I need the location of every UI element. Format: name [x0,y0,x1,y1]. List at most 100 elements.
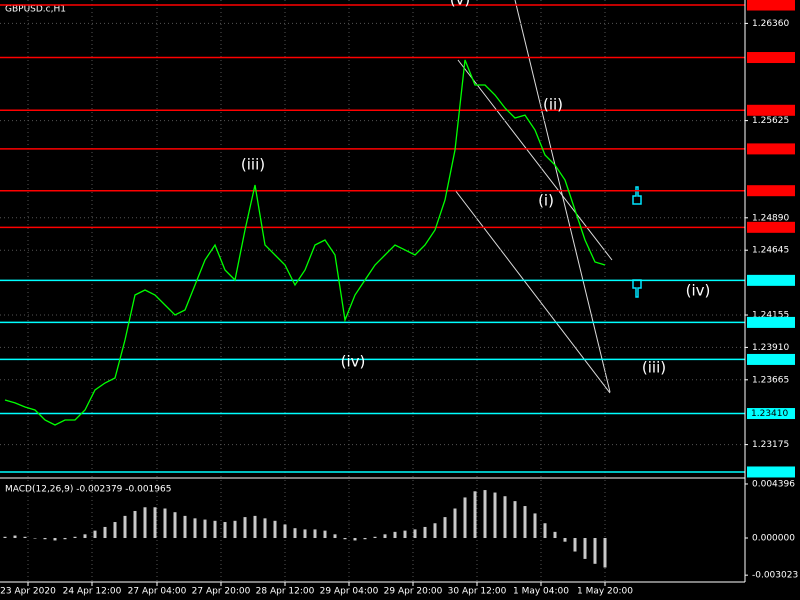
histogram-bar [93,530,97,539]
histogram-bar [213,520,217,539]
level-label-box [747,185,795,197]
histogram-bar [53,538,57,541]
y-tick-label: 1.23910 [752,343,789,353]
histogram-bar [163,508,167,539]
x-tick-label: 27 Apr 20:00 [192,587,251,597]
histogram-bar [83,534,87,539]
histogram-bar [353,538,357,541]
histogram-bar [43,538,47,540]
histogram-bar [533,513,537,539]
level-label-box [747,221,795,233]
x-tick-label: 29 Apr 20:00 [384,587,443,597]
histogram-bar [63,538,67,540]
y-tick-label: 1.26360 [752,19,789,29]
histogram-bar [483,490,487,539]
histogram-bar [123,515,127,539]
level-label-box [747,52,795,64]
wave-label: (iii) [642,359,666,377]
level-label-box [747,104,795,116]
histogram-bar [463,497,467,539]
y-tick-label: 1.24645 [752,246,789,256]
histogram-bar [223,522,227,539]
y-tick-label: -0.003023 [752,571,798,581]
histogram-bar [303,529,307,539]
x-tick-label: 30 Apr 12:00 [448,587,507,597]
x-tick-label: 1 May 20:00 [577,587,633,597]
histogram-bar [113,522,117,539]
histogram-bar [543,523,547,539]
histogram-bar [283,524,287,539]
histogram-bar [493,492,497,539]
wave-label: (iv) [341,353,366,371]
histogram-bar [23,536,27,539]
histogram-bar [233,520,237,539]
histogram-bar [313,529,317,539]
y-tick-label: 0.004396 [752,479,795,489]
histogram-bar [563,538,567,542]
histogram-bar [593,538,597,564]
symbol-label: GBPUSD.c,H1 [5,5,66,15]
histogram-bar [133,510,137,539]
histogram-bar [423,526,427,539]
histogram-bar [453,508,457,539]
macd-label: MACD(12,26,9) -0.002379 -0.001965 [5,485,171,495]
arrow-down [632,279,642,298]
histogram-bar [193,518,197,539]
histogram-bar [263,518,267,539]
y-tick-label: 1.24890 [752,213,789,223]
histogram-bar [403,530,407,539]
histogram-bar [573,538,577,552]
y-tick-label: 1.23665 [752,375,789,385]
level-label: 1.23410 [751,409,788,419]
histogram-bar [503,496,507,539]
histogram-bar [363,538,367,540]
histogram-bar [323,530,327,539]
histogram-bar [343,538,347,540]
histogram-bar [273,520,277,539]
level-label-box [747,408,795,420]
histogram-bar [443,517,447,539]
histogram-bar [433,523,437,539]
histogram-bar [103,526,107,539]
arrow-up [632,186,642,205]
histogram-bar [383,534,387,539]
histogram-bar [253,515,257,539]
histogram-bar [243,517,247,539]
histogram-bar [13,535,17,539]
histogram-bar [173,512,177,539]
price-line [4,59,606,426]
level-label-box [747,316,795,328]
x-tick-label: 1 May 04:00 [513,587,569,597]
wave-label: (v) [450,0,471,9]
wave-label: (iii) [241,156,265,174]
histogram-bar [203,519,207,539]
y-tick-label: 1.23175 [752,440,789,450]
histogram-bar [293,528,297,539]
x-tick-label: 28 Apr 12:00 [256,587,315,597]
histogram-bar [333,534,337,539]
wave-label: (iv) [686,282,711,300]
histogram-bar [33,538,37,539]
histogram-bar [73,536,77,539]
wave-label: (i) [538,192,554,210]
y-tick-label: 1.25625 [752,116,789,126]
level-label-box [747,0,795,11]
x-tick-label: 24 Apr 12:00 [63,587,122,597]
histogram-bar [413,529,417,539]
level-label-box [747,143,795,155]
y-tick-label: 0.000000 [752,534,795,544]
wave-label: (ii) [543,96,563,114]
histogram-bar [143,507,147,539]
level-label-box [747,274,795,286]
histogram-bar [183,515,187,539]
x-tick-label: 23 Apr 2020 [0,587,56,597]
histogram-bar [393,531,397,539]
x-tick-label: 29 Apr 04:00 [320,587,379,597]
histogram-bar [583,538,587,559]
y-tick-label: 1.24155 [752,311,789,321]
level-label-box [747,353,795,365]
histogram-bar [523,506,527,539]
histogram-bar [3,536,7,539]
x-tick-label: 27 Apr 04:00 [128,587,187,597]
